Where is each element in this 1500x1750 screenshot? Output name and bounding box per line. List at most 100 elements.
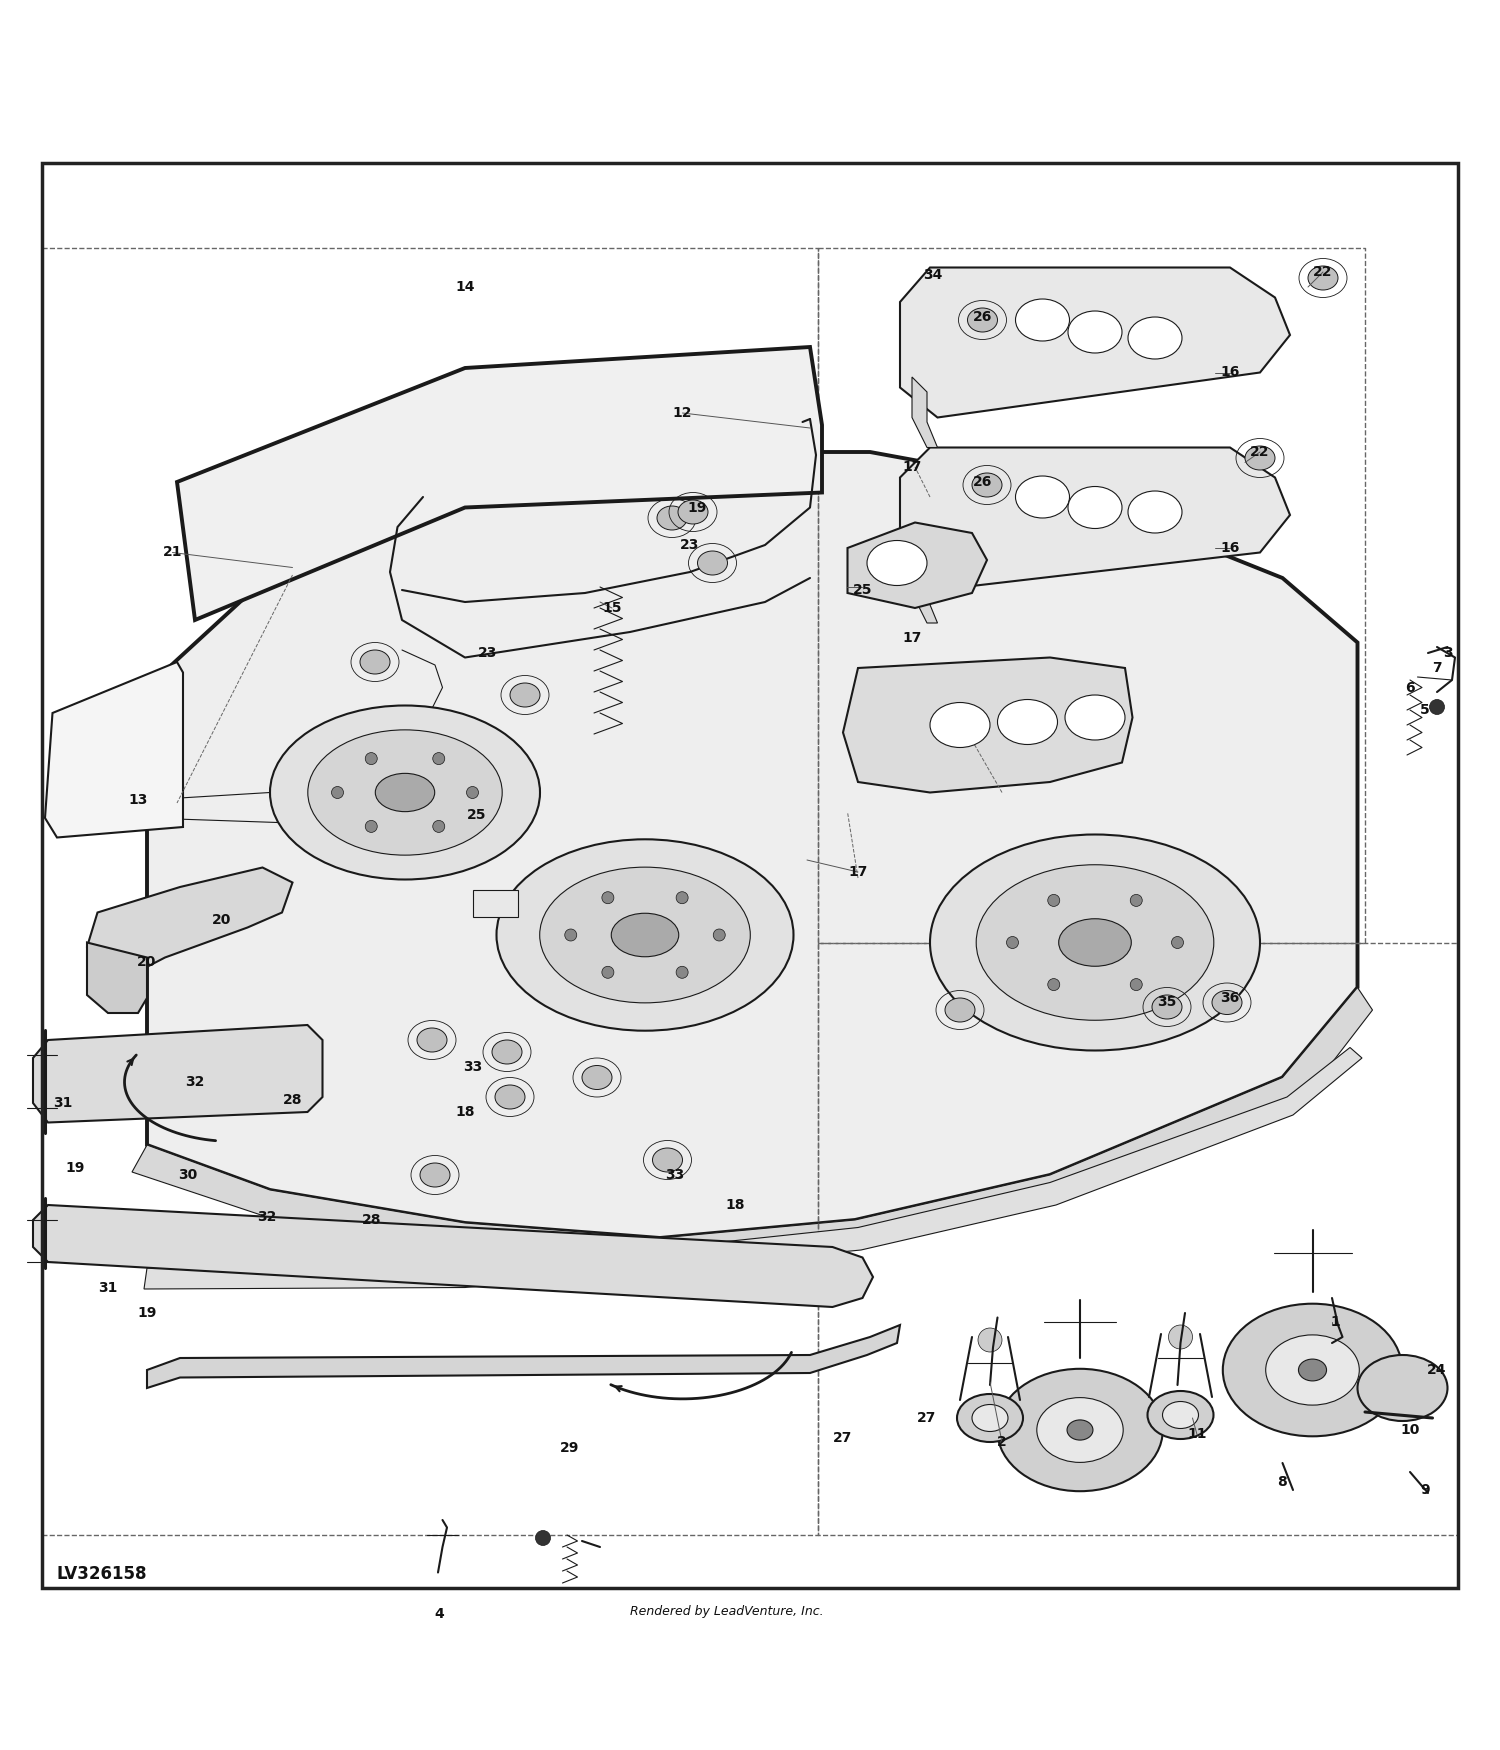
- Circle shape: [433, 821, 445, 833]
- Text: 25: 25: [468, 808, 486, 822]
- Ellipse shape: [998, 700, 1058, 744]
- Ellipse shape: [976, 864, 1214, 1020]
- Ellipse shape: [1308, 266, 1338, 290]
- Text: 18: 18: [456, 1104, 474, 1118]
- Ellipse shape: [495, 1085, 525, 1110]
- Text: 27: 27: [918, 1410, 936, 1424]
- Polygon shape: [177, 346, 822, 620]
- Circle shape: [1007, 936, 1019, 948]
- Ellipse shape: [972, 473, 1002, 497]
- Circle shape: [366, 821, 378, 833]
- Text: 10: 10: [1401, 1423, 1419, 1437]
- Text: 23: 23: [681, 537, 699, 551]
- Text: 20: 20: [213, 914, 231, 928]
- Circle shape: [366, 752, 378, 765]
- Text: 32: 32: [258, 1209, 276, 1223]
- Ellipse shape: [1066, 1419, 1094, 1440]
- Circle shape: [676, 966, 688, 978]
- Text: 19: 19: [688, 500, 706, 514]
- Ellipse shape: [1068, 487, 1122, 528]
- Text: 31: 31: [54, 1096, 72, 1110]
- Text: 26: 26: [974, 310, 992, 324]
- Text: 15: 15: [602, 600, 621, 614]
- Circle shape: [1047, 894, 1059, 906]
- Circle shape: [1131, 978, 1143, 990]
- Polygon shape: [45, 662, 183, 838]
- Text: 2: 2: [998, 1435, 1006, 1449]
- Circle shape: [433, 752, 445, 765]
- Circle shape: [676, 892, 688, 903]
- Ellipse shape: [1065, 695, 1125, 740]
- Text: 28: 28: [282, 1094, 302, 1108]
- Text: 8: 8: [1278, 1475, 1287, 1489]
- Ellipse shape: [1299, 1360, 1326, 1381]
- Text: 12: 12: [672, 406, 692, 420]
- Ellipse shape: [612, 914, 678, 957]
- Ellipse shape: [360, 649, 390, 674]
- Text: 31: 31: [99, 1281, 117, 1295]
- Text: 34: 34: [924, 268, 942, 282]
- Circle shape: [1047, 978, 1059, 990]
- Bar: [472, 891, 518, 917]
- Ellipse shape: [972, 1405, 1008, 1431]
- Text: LV326158: LV326158: [57, 1564, 147, 1584]
- Text: 1: 1: [1330, 1314, 1340, 1328]
- Ellipse shape: [308, 730, 503, 856]
- Text: 27: 27: [834, 1430, 852, 1444]
- Ellipse shape: [657, 506, 687, 530]
- Text: 16: 16: [1221, 366, 1239, 380]
- Ellipse shape: [1059, 919, 1131, 966]
- Text: 24: 24: [1428, 1363, 1446, 1377]
- Ellipse shape: [698, 551, 728, 576]
- Ellipse shape: [1128, 492, 1182, 534]
- Text: 17: 17: [849, 864, 867, 878]
- Ellipse shape: [998, 1368, 1162, 1491]
- Text: 16: 16: [1221, 541, 1239, 555]
- Text: 22: 22: [1251, 444, 1269, 458]
- Circle shape: [602, 892, 613, 903]
- Ellipse shape: [1148, 1391, 1214, 1438]
- Text: 36: 36: [1221, 990, 1239, 1004]
- Polygon shape: [147, 1325, 900, 1388]
- Ellipse shape: [1358, 1354, 1448, 1421]
- Text: 28: 28: [363, 1213, 381, 1227]
- Polygon shape: [912, 376, 938, 448]
- Text: 17: 17: [903, 460, 921, 474]
- Text: LEADVENTURE: LEADVENTURE: [482, 966, 958, 1024]
- Circle shape: [1131, 894, 1143, 906]
- Polygon shape: [132, 987, 1372, 1269]
- Polygon shape: [900, 448, 1290, 590]
- Ellipse shape: [492, 1040, 522, 1064]
- Ellipse shape: [510, 682, 540, 707]
- Text: 23: 23: [478, 646, 496, 660]
- Circle shape: [1168, 1325, 1192, 1349]
- Circle shape: [1430, 700, 1444, 714]
- Ellipse shape: [1036, 1398, 1124, 1463]
- Text: 26: 26: [974, 474, 992, 488]
- Ellipse shape: [417, 1027, 447, 1052]
- Text: 14: 14: [456, 280, 474, 294]
- Text: 33: 33: [464, 1060, 482, 1074]
- Ellipse shape: [930, 702, 990, 747]
- Ellipse shape: [496, 840, 794, 1031]
- Text: 18: 18: [726, 1199, 744, 1213]
- Ellipse shape: [930, 835, 1260, 1050]
- Ellipse shape: [1212, 990, 1242, 1015]
- Text: 7: 7: [1432, 662, 1442, 676]
- Ellipse shape: [1266, 1335, 1359, 1405]
- Ellipse shape: [1222, 1304, 1403, 1437]
- Ellipse shape: [945, 997, 975, 1022]
- Text: Rendered by LeadVenture, Inc.: Rendered by LeadVenture, Inc.: [630, 1605, 824, 1619]
- Text: 19: 19: [138, 1306, 156, 1320]
- Text: 4: 4: [435, 1608, 444, 1622]
- Circle shape: [332, 786, 344, 798]
- Polygon shape: [144, 1048, 1362, 1290]
- Circle shape: [1172, 936, 1184, 948]
- Ellipse shape: [867, 541, 927, 586]
- Text: 6: 6: [1406, 681, 1414, 695]
- Ellipse shape: [1068, 312, 1122, 354]
- Ellipse shape: [1245, 446, 1275, 471]
- Circle shape: [564, 929, 576, 942]
- Ellipse shape: [420, 1164, 450, 1186]
- Text: 25: 25: [852, 583, 871, 597]
